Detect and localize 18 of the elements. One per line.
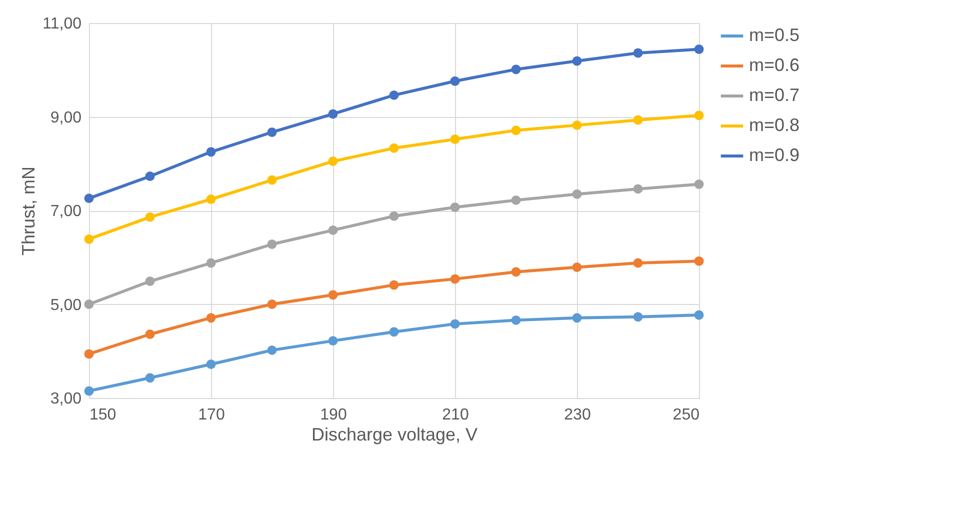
x-tick-label: 230 — [564, 406, 591, 424]
legend-label: m=0.5 — [749, 25, 800, 45]
x-tick-label: 210 — [442, 406, 469, 424]
y-tick-label: 11,00 — [42, 16, 82, 32]
x-tick-label: 250 — [672, 406, 700, 424]
y-tick-label: 7,00 — [50, 203, 82, 220]
y-tick-label: 3,00 — [50, 390, 82, 408]
legend-label: m=0.6 — [749, 55, 800, 75]
y-axis-title: Thrust, mN — [18, 166, 39, 256]
x-tick-label: 190 — [320, 406, 347, 424]
x-tick-label: 150 — [90, 406, 116, 424]
legend-label: m=0.8 — [749, 115, 800, 135]
legend-label: m=0.9 — [749, 145, 800, 165]
x-tick-label: 170 — [198, 406, 225, 424]
x-axis-title: Discharge voltage, V — [311, 424, 478, 444]
y-tick-label: 5,00 — [50, 296, 82, 314]
y-tick-label: 9,00 — [50, 109, 82, 126]
legend-label: m=0.7 — [749, 85, 800, 105]
